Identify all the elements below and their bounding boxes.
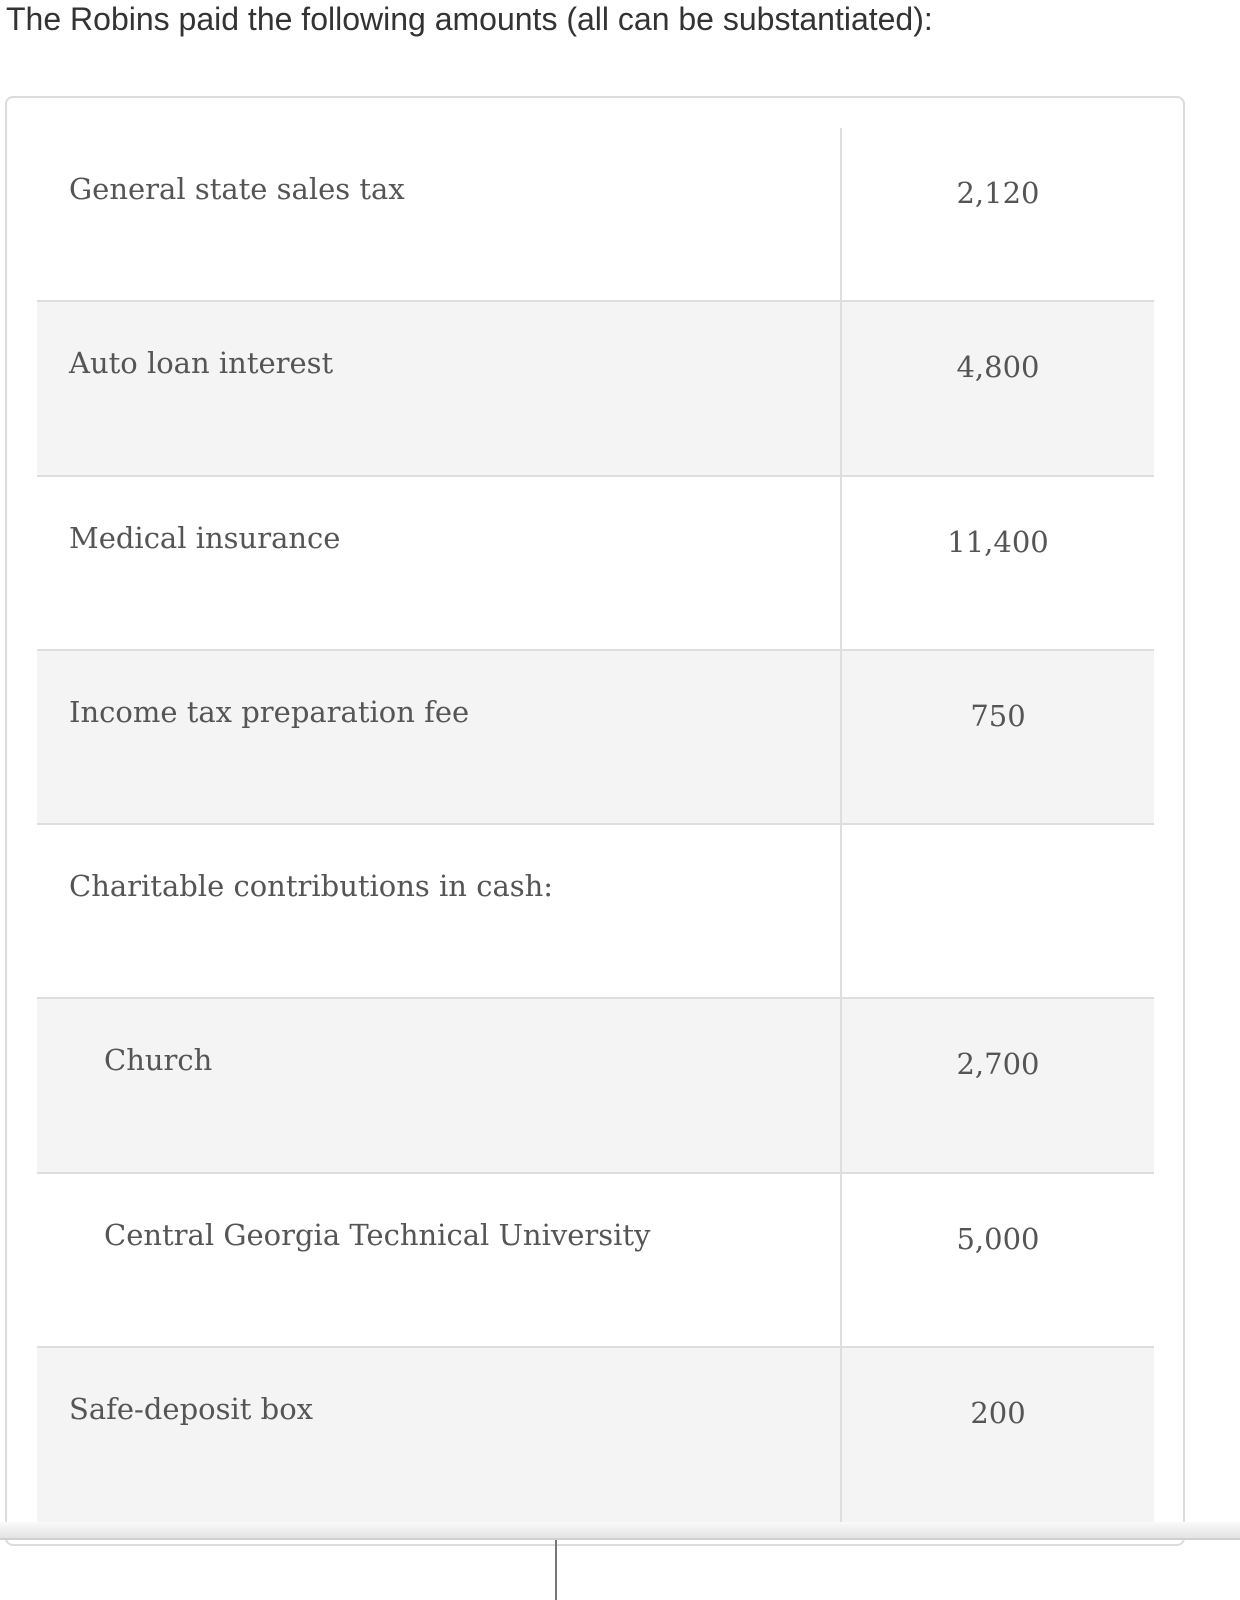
row-label: Income tax preparation fee: [69, 694, 470, 729]
row-value: 5,000: [840, 1173, 1154, 1348]
table-row: Central Georgia Technical University 5,00…: [37, 1173, 1154, 1349]
footer-border: [0, 1538, 1240, 1540]
row-value: 4,800: [840, 302, 1154, 477]
expenses-table: General state sales tax 2,120 Auto loan i…: [37, 128, 1154, 1523]
row-label: Auto loan interest: [69, 346, 334, 381]
row-value: 11,400: [840, 476, 1154, 651]
row-label: Safe-deposit box: [69, 1392, 314, 1427]
row-value: 2,120: [840, 128, 1154, 302]
row-label: Central Georgia Technical University: [104, 1217, 651, 1252]
table-row: Safe-deposit box 200: [37, 1348, 1154, 1523]
row-value: 750: [840, 650, 1154, 825]
row-value: [840, 825, 1154, 1000]
table-row: Auto loan interest 4,800: [37, 302, 1154, 477]
row-label: Charitable contributions in cash:: [69, 869, 554, 904]
row-label: Medical insurance: [69, 520, 341, 555]
footer-divider: [555, 1540, 557, 1600]
row-value: 2,700: [840, 999, 1154, 1174]
row-label: Church: [104, 1043, 213, 1078]
table-row: Charitable contributions in cash:: [37, 825, 1154, 1000]
table-bottom-shadow: [0, 1522, 1240, 1540]
table-row: Church 2,700: [37, 999, 1154, 1174]
row-label: General state sales tax: [69, 172, 405, 206]
row-value: 200: [840, 1348, 1154, 1523]
table-row: Medical insurance 11,400: [37, 476, 1154, 651]
question-heading: The Robins paid the following amounts (a…: [6, 1, 933, 37]
table-row: Income tax preparation fee 750: [37, 650, 1154, 826]
table-row: General state sales tax 2,120: [37, 128, 1154, 303]
